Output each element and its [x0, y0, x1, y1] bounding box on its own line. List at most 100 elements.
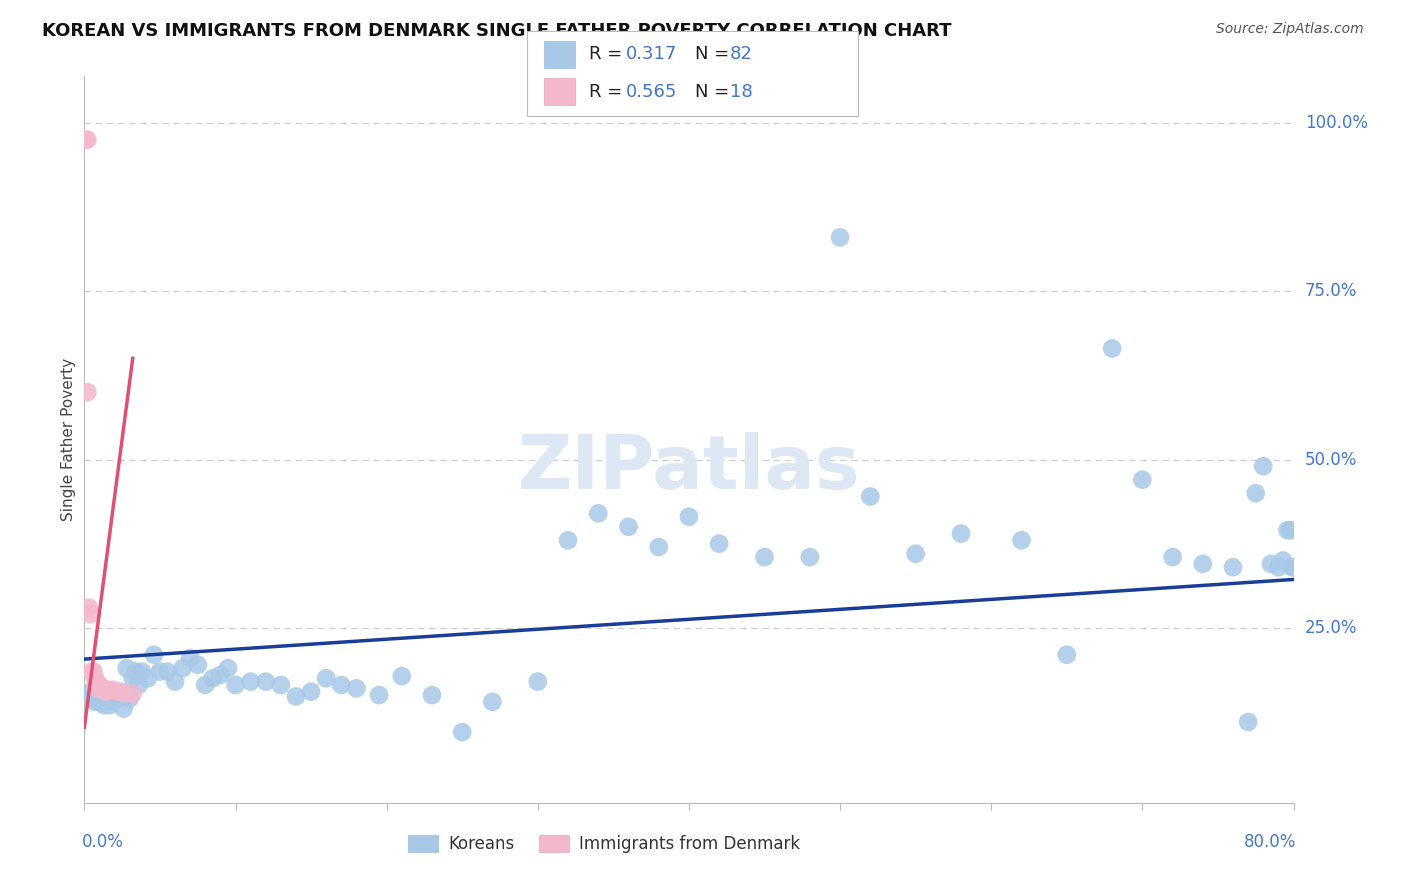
Point	[1222, 560, 1244, 574]
Text: 50.0%: 50.0%	[1305, 450, 1357, 468]
Text: Source: ZipAtlas.com: Source: ZipAtlas.com	[1216, 22, 1364, 37]
Point	[77, 600, 100, 615]
Point	[754, 550, 776, 565]
Y-axis label: Single Father Poverty: Single Father Poverty	[60, 358, 76, 521]
Text: R =: R =	[589, 45, 628, 63]
Point	[107, 684, 129, 698]
Point	[217, 661, 239, 675]
Point	[112, 701, 135, 715]
Point	[346, 681, 368, 696]
Point	[1101, 342, 1123, 356]
Point	[1237, 714, 1260, 729]
Point	[101, 695, 124, 709]
Point	[904, 547, 927, 561]
Point	[93, 698, 115, 713]
Point	[391, 669, 413, 683]
Point	[1011, 533, 1033, 548]
Point	[1271, 553, 1294, 567]
Point	[121, 671, 143, 685]
Point	[225, 678, 247, 692]
Point	[678, 509, 700, 524]
Point	[142, 648, 165, 662]
Point	[1260, 557, 1282, 571]
Point	[270, 678, 292, 692]
Point	[149, 665, 172, 679]
Point	[239, 674, 262, 689]
Point	[368, 688, 391, 702]
Legend: Koreans, Immigrants from Denmark: Koreans, Immigrants from Denmark	[402, 829, 807, 860]
Text: 0.317: 0.317	[626, 45, 678, 63]
Point	[557, 533, 579, 548]
Point	[86, 674, 108, 689]
Point	[315, 671, 337, 685]
Point	[76, 133, 98, 147]
Point	[94, 684, 117, 698]
Point	[90, 688, 112, 702]
Text: KOREAN VS IMMIGRANTS FROM DENMARK SINGLE FATHER POVERTY CORRELATION CHART: KOREAN VS IMMIGRANTS FROM DENMARK SINGLE…	[42, 22, 952, 40]
Point	[96, 695, 118, 709]
Point	[950, 526, 973, 541]
Point	[1253, 459, 1275, 474]
Text: 18: 18	[730, 83, 752, 101]
Point	[1277, 523, 1299, 537]
Point	[104, 688, 127, 702]
Point	[89, 678, 111, 692]
Point	[451, 725, 474, 739]
Point	[1282, 560, 1305, 574]
Point	[299, 684, 322, 698]
Text: ZIPatlas: ZIPatlas	[517, 432, 860, 505]
Point	[76, 385, 98, 400]
Point	[1244, 486, 1267, 500]
Point	[165, 674, 187, 689]
Point	[1267, 560, 1289, 574]
Point	[89, 695, 111, 709]
Point	[97, 691, 120, 706]
Point	[91, 681, 114, 696]
Point	[648, 540, 671, 554]
Point	[80, 691, 103, 706]
Point	[588, 507, 610, 521]
Point	[84, 671, 107, 685]
Point	[75, 133, 97, 147]
Point	[94, 684, 117, 698]
Point	[87, 681, 110, 696]
Point	[830, 230, 852, 244]
Point	[98, 698, 121, 713]
Point	[97, 682, 120, 697]
Point	[131, 665, 153, 679]
Point	[128, 678, 150, 692]
Point	[527, 674, 550, 689]
Point	[107, 691, 129, 706]
Point	[617, 520, 640, 534]
Point	[82, 665, 104, 679]
Point	[118, 691, 141, 706]
Text: R =: R =	[589, 83, 628, 101]
Point	[1130, 473, 1153, 487]
Point	[187, 657, 209, 672]
Point	[481, 695, 503, 709]
Point	[80, 665, 103, 679]
Point	[86, 684, 108, 698]
Text: 0.565: 0.565	[626, 83, 678, 101]
Point	[254, 674, 277, 689]
Point	[709, 536, 731, 550]
Point	[1281, 560, 1303, 574]
Text: 82: 82	[730, 45, 752, 63]
Point	[82, 688, 104, 702]
Point	[115, 661, 138, 675]
Point	[859, 490, 882, 504]
Point	[179, 651, 201, 665]
Point	[1279, 523, 1302, 537]
Point	[201, 671, 224, 685]
Text: 25.0%: 25.0%	[1305, 619, 1357, 637]
Point	[79, 607, 101, 622]
Point	[194, 678, 217, 692]
Text: 80.0%: 80.0%	[1244, 833, 1296, 851]
Point	[100, 688, 122, 702]
Text: 100.0%: 100.0%	[1305, 114, 1368, 132]
Point	[84, 695, 107, 709]
Point	[112, 686, 135, 700]
Point	[799, 550, 821, 565]
Text: N =: N =	[695, 83, 734, 101]
Point	[110, 684, 132, 698]
